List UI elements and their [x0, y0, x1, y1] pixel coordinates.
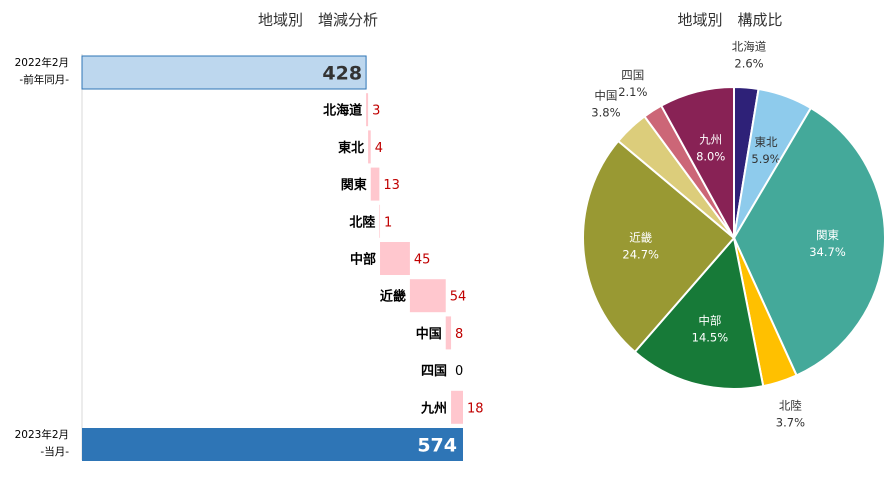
increment-bar [451, 390, 463, 424]
pie-chart: 地域別 構成比 北海道 2.6% 東北 5.9% 関東 34.7% 北陸 3.7% 中部 14.5… [582, 11, 886, 429]
pie-slice-name-label: 北陸 [779, 398, 802, 412]
pie-slice-percent-label: 5.9% [751, 152, 780, 166]
increment-value-label: 18 [467, 401, 484, 416]
increment-bar [445, 316, 452, 350]
pie-slice-name-label: 中国 [594, 89, 617, 103]
pie-slice [633, 235, 765, 390]
increment-value-label: 8 [455, 327, 463, 342]
increment-bar [379, 204, 381, 238]
end-bar-label-line2: -当月- [40, 445, 69, 458]
increment-bar [370, 167, 380, 201]
start-bar-value-label: 428 [322, 63, 362, 85]
increment-value-label: 0 [455, 364, 463, 379]
increment-category-label: 近畿 [380, 289, 406, 305]
increment-category-label: 中部 [350, 252, 376, 268]
increment-bar [368, 130, 371, 164]
pie-slice-percent-label: 2.6% [734, 56, 763, 70]
start-bar-label-line1: 2022年2月 [15, 56, 69, 69]
increment-value-label: 45 [414, 253, 431, 268]
pie-slice-percent-label: 24.7% [622, 247, 659, 261]
increment-bar [409, 279, 446, 313]
increment-value-label: 4 [375, 141, 383, 156]
increment-category-label: 北陸 [349, 214, 375, 230]
pie-title: 地域別 構成比 [677, 11, 782, 29]
increment-category-label: 中国 [416, 326, 442, 342]
pie-slice-name-label: 北海道 [732, 39, 767, 53]
increment-category-label: 九州 [420, 401, 447, 416]
increment-value-label: 1 [384, 215, 392, 230]
increment-bar [366, 93, 369, 127]
pie-slice-name-label: 九州 [699, 132, 722, 146]
pie-slice-name-label: 四国 [621, 68, 644, 82]
increment-value-label: 13 [383, 178, 400, 193]
end-bar [82, 428, 463, 461]
pie-slice-percent-label: 8.0% [696, 149, 725, 163]
waterfall-title: 地域別 増減分析 [258, 11, 378, 29]
increment-category-label: 四国 [421, 364, 447, 379]
end-bar-label-line1: 2023年2月 [15, 428, 69, 441]
end-bar-value-label: 574 [417, 435, 457, 457]
pie-slice-name-label: 中部 [698, 314, 721, 328]
pie-slice [582, 139, 736, 354]
pie-slice-name-label: 東北 [755, 135, 778, 149]
pie-slice [659, 85, 735, 239]
pie-slice-percent-label: 3.8% [591, 106, 620, 120]
increment-category-label: 東北 [338, 140, 364, 156]
pie-slice-percent-label: 2.1% [618, 85, 647, 99]
increment-value-label: 54 [450, 290, 467, 305]
increment-bar [380, 242, 410, 275]
increment-category-label: 北海道 [323, 103, 362, 119]
increment-value-label: 3 [372, 104, 380, 119]
pie-slice [732, 106, 886, 377]
increment-category-label: 関東 [341, 177, 367, 193]
pie-slice-percent-label: 14.5% [692, 331, 729, 345]
start-bar-label-line2: -前年同月- [19, 73, 69, 86]
pie-slice-name-label: 近畿 [629, 230, 652, 244]
waterfall-chart: 地域別 増減分析 428 2022年2月 -前年同月- 北海道 3 東北 4 関東 13 北陸 1 中… [15, 11, 484, 461]
start-bar [81, 55, 367, 90]
pie-slice-percent-label: 34.7% [809, 245, 846, 259]
pie-slice-name-label: 関東 [816, 228, 839, 242]
pie-slice-percent-label: 3.7% [776, 415, 805, 429]
